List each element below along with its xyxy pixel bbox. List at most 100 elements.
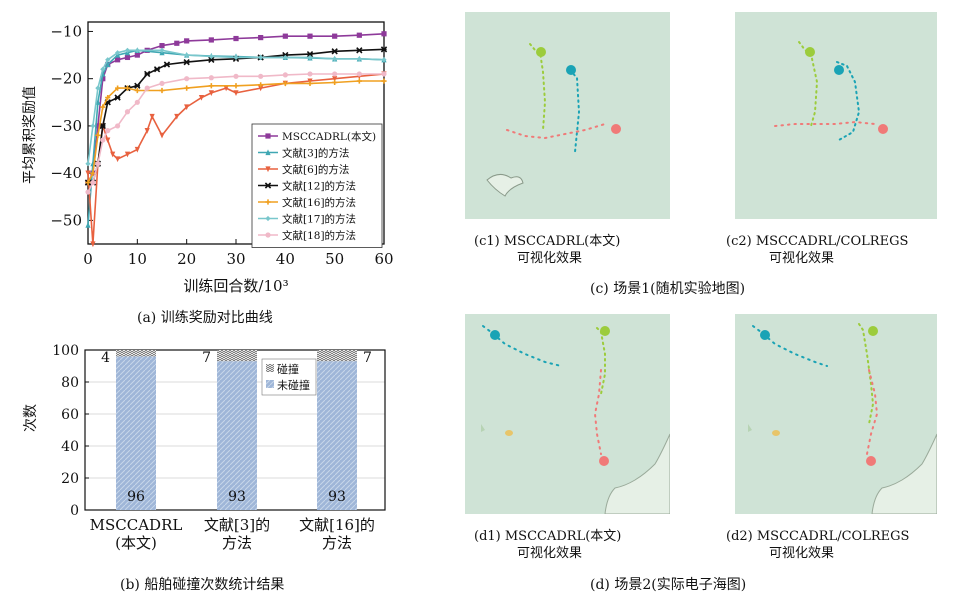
series-point — [258, 54, 264, 61]
series-point — [134, 47, 140, 53]
bar-value-label: 96 — [127, 489, 145, 505]
reward-chart-caption: (a) 训练奖励对比曲线 — [137, 310, 273, 326]
series-point — [95, 161, 101, 167]
legend-label: 文献[3]的方法 — [282, 147, 349, 160]
collision-y-tick-label: 0 — [70, 503, 79, 519]
series-point — [208, 56, 215, 63]
series-point — [85, 161, 91, 167]
category-label: 方法 — [222, 534, 252, 552]
reward-plot-area: −10 −20 −30 −40 −50 0 10 20 30 40 50 60 MSCCADRL(本文)… — [50, 21, 394, 268]
series-point — [332, 79, 338, 86]
series-point — [332, 76, 338, 82]
series-point — [233, 35, 239, 42]
series-point — [110, 151, 116, 158]
reward-x-tick-label: 10 — [128, 250, 147, 268]
series-point — [258, 82, 264, 88]
series-point — [233, 90, 239, 96]
ship-red-marker — [878, 124, 888, 134]
series-point — [163, 61, 171, 68]
bar-collision — [217, 350, 257, 362]
series-point — [95, 123, 101, 129]
map-c2-trajectories — [774, 41, 888, 141]
ship-teal-marker — [490, 330, 500, 340]
series-point — [115, 85, 121, 91]
series-point — [95, 132, 101, 138]
series-point — [208, 83, 214, 89]
series-point — [233, 73, 239, 79]
series-point — [100, 137, 106, 143]
series-point — [356, 78, 362, 84]
reward-x-tick-label: 30 — [226, 250, 245, 268]
series-point — [90, 179, 96, 186]
series-point — [105, 94, 111, 101]
category-label: 文献[3]的 — [204, 516, 270, 534]
series-point — [174, 40, 180, 46]
series-point — [134, 99, 140, 105]
map-d1-trajectories — [481, 325, 670, 514]
ship-green-marker — [805, 47, 815, 57]
series-point — [265, 149, 271, 156]
legend-label: 文献[16]的方法 — [282, 196, 356, 209]
series-point — [282, 72, 288, 78]
series-point — [233, 83, 239, 89]
series-point — [356, 56, 362, 62]
reward-y-tick-label: −20 — [50, 70, 82, 88]
series-point — [124, 85, 131, 91]
series-point — [332, 33, 338, 39]
series-point — [124, 109, 131, 115]
series-point — [124, 151, 131, 158]
collision-chart: 0 20 40 60 80 100 96 4 MSCCADRL(本文) 93 7 文献[3]的方法 93… — [23, 343, 386, 552]
series-point — [95, 85, 101, 91]
reward-x-tick-label: 60 — [374, 250, 393, 268]
series-point — [105, 61, 111, 68]
series-point — [208, 90, 214, 96]
series-point — [114, 94, 121, 101]
series-point — [184, 38, 190, 44]
map-d2-trajectories — [748, 323, 937, 514]
series-point — [265, 133, 271, 139]
bar-collision-label: 7 — [202, 350, 211, 366]
ship-teal-marker — [566, 65, 576, 75]
series-point — [153, 66, 161, 73]
category-label: 方法 — [322, 534, 352, 552]
series-point — [307, 33, 313, 39]
reward-x-axis-label: 训练回合数/10³ — [183, 277, 288, 295]
ship-red-marker — [866, 456, 876, 466]
reward-y-tick-label: −50 — [50, 211, 82, 229]
series-point — [90, 123, 96, 129]
bar-value-label: 93 — [328, 489, 346, 505]
series-point — [99, 122, 106, 130]
category-label: 文献[16]的 — [299, 516, 375, 534]
category-label: (本文) — [115, 534, 157, 552]
series-point — [134, 146, 140, 153]
series-point — [264, 182, 272, 189]
series-point — [258, 34, 264, 41]
bar-no-collision — [116, 356, 156, 510]
legend-label: 文献[6]的方法 — [282, 163, 349, 176]
series-point — [282, 80, 288, 87]
reward-y-tick-label: −40 — [50, 164, 82, 182]
map-d1 — [465, 314, 670, 514]
legend-label: 文献[18]的方法 — [282, 229, 356, 242]
series-point — [381, 57, 387, 63]
series-point — [115, 123, 121, 129]
series-point — [381, 78, 387, 84]
series-point — [184, 85, 190, 91]
series-point — [381, 71, 387, 77]
legend-label: MSCCADRL(本文) — [282, 130, 376, 143]
scenario1-caption: (c) 场景1(随机实验地图) — [590, 281, 746, 297]
series-point — [183, 58, 190, 66]
series-line — [87, 80, 384, 183]
series-point — [265, 232, 271, 238]
series-point — [380, 46, 388, 53]
legend-swatch — [266, 364, 274, 372]
legend-swatch — [266, 380, 274, 388]
collision-y-tick-label: 80 — [61, 375, 79, 391]
series-line — [87, 49, 385, 164]
series-point — [85, 170, 91, 177]
series-point — [233, 54, 239, 61]
reward-x-tick-label: 0 — [83, 250, 93, 268]
series-point — [307, 54, 313, 61]
series-point — [159, 87, 165, 94]
